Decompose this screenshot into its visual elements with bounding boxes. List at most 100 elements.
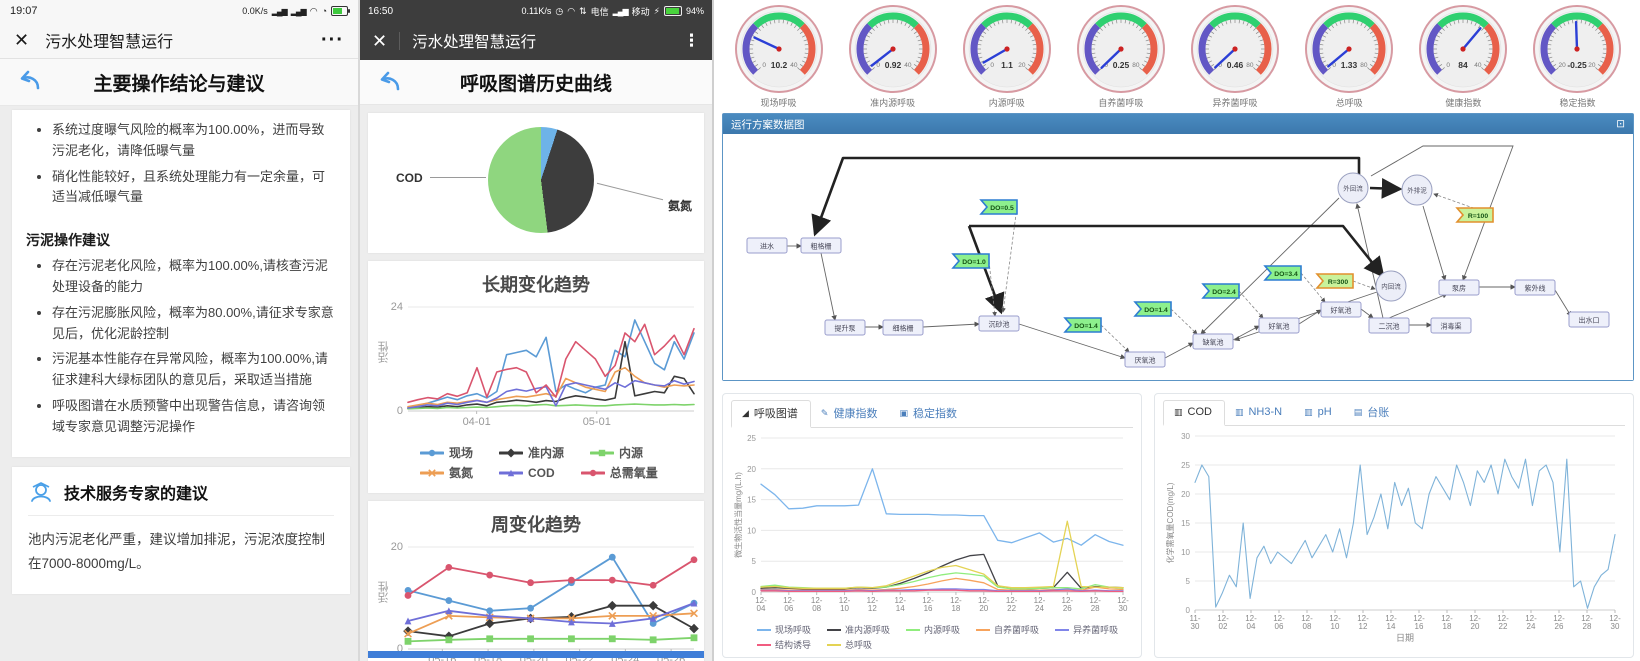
flow-circle-外排泥[interactable]: 外排泥	[1401, 174, 1433, 206]
flow-link	[922, 321, 980, 328]
legend-item[interactable]: COD	[499, 464, 555, 481]
back-icon[interactable]	[16, 67, 44, 95]
flow-node-泵房[interactable]: 泵房	[1438, 279, 1480, 296]
flow-node-细格栅[interactable]: 细格栅	[882, 319, 924, 336]
flow-flag-DO=1.4[interactable]: DO=1.4	[1133, 301, 1172, 317]
legend-item[interactable]: 结构诱导	[757, 638, 811, 651]
gauge-needle	[1100, 47, 1123, 69]
series-总呼吸	[760, 520, 1124, 589]
gauge-label: 内源呼吸	[988, 98, 1025, 108]
flow-node-消毒渠[interactable]: 消毒渠	[1430, 317, 1472, 334]
wifi-icon: ◠	[309, 5, 318, 16]
middle-app-title: 污水处理智慧运行	[412, 34, 537, 51]
cod-chart: 0 5 10 15 20 25 30 11-30 12-02 12-04 12-06 12-08 12-…	[1165, 432, 1621, 643]
svg-text:24: 24	[391, 301, 403, 313]
legend-item[interactable]: 内源呼吸	[906, 623, 960, 636]
flow-link-bold	[969, 224, 1385, 279]
tab-cod-4[interactable]: ▤ 台账	[1344, 400, 1402, 425]
legend-item[interactable]: 总需氧量	[580, 464, 658, 481]
tab-label: 稳定指数	[912, 408, 957, 420]
flow-node-提升泵[interactable]: 提升泵	[824, 319, 866, 336]
svg-text:细格栅: 细格栅	[893, 324, 914, 333]
flow-flag-R=100[interactable]: R=100	[1455, 207, 1494, 223]
back-icon[interactable]	[376, 68, 404, 96]
flow-node-进水[interactable]: 进水	[746, 237, 788, 254]
flow-link	[1554, 289, 1572, 317]
svg-text:15: 15	[747, 496, 756, 505]
tab-resp-3[interactable]: ▣ 稳定指数	[889, 400, 969, 427]
gauge-总呼吸: 0 80 1.33 总呼吸	[1293, 2, 1406, 109]
close-icon[interactable]: ✕	[372, 30, 388, 51]
flow-node-出水口[interactable]: 出水口	[1568, 311, 1610, 328]
respiration-chart-card: ◢ 呼吸图谱 ✎ 健康指数 ▣ 稳定指数 0 5 10 15 20 25 12-04 12-06 12-0…	[722, 393, 1142, 658]
flow-node-沉砂池[interactable]: 沉砂池	[978, 315, 1020, 332]
svg-text:12-30: 12-30	[1117, 596, 1129, 613]
legend-label: 准内源	[528, 446, 565, 460]
svg-text:20: 20	[1589, 62, 1597, 69]
tab-resp-2[interactable]: ✎ 健康指数	[811, 400, 890, 427]
svg-text:80: 80	[1132, 62, 1140, 69]
gauge-稳定指数: 20 20 -0.25 稳定指数	[1521, 2, 1634, 109]
sync-icon: ⇅	[579, 5, 587, 16]
series-COD	[1194, 458, 1616, 609]
tab-resp-1[interactable]: ◢ 呼吸图谱	[731, 400, 811, 428]
legend-marker	[420, 449, 444, 456]
flow-flag-DO=2.4[interactable]: DO=2.4	[1201, 283, 1240, 299]
legend-marker	[420, 468, 444, 477]
wifi-icon: ◠	[567, 5, 576, 16]
flow-flag-DO=0.5[interactable]: DO=0.5	[979, 199, 1018, 215]
tab-cod-1[interactable]: ▥ COD	[1163, 400, 1225, 426]
legend-label: 现场	[449, 446, 474, 460]
flow-node-紫外线[interactable]: 紫外线	[1514, 279, 1556, 296]
legend-item[interactable]: 准内源	[499, 444, 564, 461]
expand-icon[interactable]: ⊡	[1616, 118, 1625, 130]
svg-text:12-28: 12-28	[1089, 596, 1101, 613]
tab-cod-3[interactable]: ▥ pH	[1294, 400, 1344, 425]
legend-item[interactable]: 现场	[420, 444, 473, 461]
svg-text:25: 25	[747, 434, 756, 443]
svg-text:12-12: 12-12	[1357, 614, 1369, 631]
flow-flag-DO=3.4[interactable]: DO=3.4	[1263, 265, 1302, 281]
carrier-label: 电信	[590, 6, 609, 17]
legend-item[interactable]: 异养菌呼吸	[1055, 623, 1118, 636]
tab-label: 台账	[1367, 407, 1390, 419]
expert-advice-title: 技术服务专家的建议	[64, 485, 209, 503]
legend-label: 结构诱导	[775, 640, 812, 650]
svg-text:80: 80	[1360, 62, 1368, 69]
flow-node-厌氧池[interactable]: 厌氧池	[1124, 351, 1166, 368]
expert-advice-card: 技术服务专家的建议 池内污泥老化严重，建议增加排泥，污泥浓度控制在7000-80…	[12, 466, 350, 595]
series-COD	[407, 602, 695, 625]
legend-item[interactable]: 自养菌呼吸	[976, 623, 1039, 636]
gauge-value: 10.2	[770, 60, 787, 70]
legend-item[interactable]: 氨氮	[420, 464, 473, 481]
legend-item[interactable]: 准内源呼吸	[827, 623, 890, 636]
flow-node-粗格栅[interactable]: 粗格栅	[800, 237, 842, 254]
svg-text:0: 0	[762, 62, 766, 69]
left-net-speed: 0.0K/s	[242, 6, 268, 16]
bottom-accent-bar	[368, 651, 704, 658]
flow-flag-DO=1.4[interactable]: DO=1.4	[1063, 317, 1102, 333]
long-trend-title: 长期变化趋势	[482, 275, 590, 295]
legend-item[interactable]: 现场呼吸	[757, 623, 811, 636]
close-icon[interactable]: ✕	[14, 29, 30, 50]
flow-node-好氧池[interactable]: 好氧池	[1320, 301, 1362, 318]
tab-cod-2[interactable]: ▥ NH3-N	[1225, 400, 1294, 425]
svg-text:30: 30	[1181, 432, 1190, 441]
legend-item[interactable]: 总呼吸	[827, 638, 872, 651]
svg-text:12-26: 12-26	[1062, 596, 1074, 613]
flow-node-二沉池[interactable]: 二沉池	[1368, 317, 1410, 334]
flow-node-好氧池[interactable]: 好氧池	[1258, 317, 1300, 334]
week-trend-chart: 02005-1605-1805-2005-2205-2405-26	[391, 541, 699, 661]
legend-label: 内源呼吸	[924, 625, 961, 635]
flow-flag-R=300[interactable]: R=300	[1315, 273, 1354, 289]
flow-circle-内回流[interactable]: 内回流	[1375, 270, 1407, 302]
flow-node-缺氧池[interactable]: 缺氧池	[1192, 333, 1234, 350]
more-menu-icon[interactable]: ···	[321, 28, 344, 51]
svg-text:12-24: 12-24	[1034, 596, 1046, 613]
legend-item[interactable]: 内源	[590, 444, 643, 461]
flow-circle-外回流[interactable]: 外回流	[1337, 172, 1369, 204]
flow-flag-DO=1.0[interactable]: DO=1.0	[951, 253, 990, 269]
gauge-row: 0 40 10.2 现场呼吸 0 40 0.92 准内源呼吸 0 20 1.1 内源呼吸 0 80 0.25…	[720, 2, 1636, 109]
kebab-menu-icon[interactable]: ⋮	[683, 31, 700, 50]
